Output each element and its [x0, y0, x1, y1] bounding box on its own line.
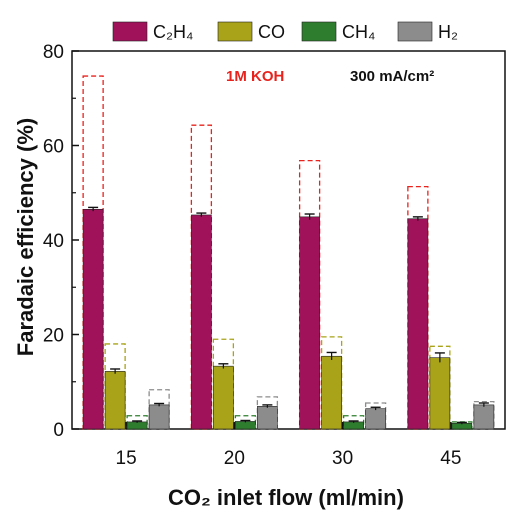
bar-1-20	[213, 365, 234, 430]
y-axis: 0 20 40 60 80	[43, 42, 79, 441]
x-axis: 15 20 30 45	[116, 422, 461, 469]
x-tick-label-15: 15	[116, 448, 137, 469]
legend-label-0: C₂H₄	[153, 22, 193, 42]
plot-area	[71, 50, 506, 430]
bar-0-20	[191, 214, 212, 430]
legend-swatch-0	[112, 21, 148, 42]
y-tick-label-40: 40	[43, 231, 64, 252]
bar-2-30	[343, 421, 364, 430]
y-tick-label-80: 80	[43, 42, 64, 63]
x-tick-label-20: 20	[224, 448, 245, 469]
bar-0-30	[299, 216, 320, 430]
bar-3-30	[365, 408, 386, 430]
bar-3-15	[148, 404, 170, 430]
legend-label-3: H₂	[438, 22, 458, 42]
bar-1-15	[104, 371, 126, 430]
x-tick-label-30: 30	[332, 448, 353, 469]
bar-3-20	[257, 406, 278, 430]
annotation-current-density: 300 mA/cm²	[350, 68, 434, 85]
y-tick-label-20: 20	[43, 326, 64, 347]
bar-3-45	[473, 404, 495, 430]
x-axis-title: CO₂ inlet flow (ml/min)	[168, 485, 404, 510]
bar-1-45	[429, 357, 451, 430]
bar-0-15	[82, 208, 104, 430]
legend: C₂H₄ CO CH₄ H₂	[112, 21, 458, 42]
bar-2-15	[126, 421, 148, 430]
annotation-electrolyte: 1M KOH	[226, 68, 284, 85]
bar-2-20	[235, 421, 256, 430]
legend-label-2: CH₄	[342, 22, 375, 42]
legend-label-1: CO	[258, 22, 285, 42]
y-tick-label-60: 60	[43, 137, 64, 158]
bar-1-30	[321, 355, 342, 430]
legend-swatch-2	[301, 21, 337, 42]
x-tick-label-45: 45	[440, 448, 461, 469]
legend-swatch-3	[397, 21, 433, 42]
legend-swatch-1	[217, 21, 253, 42]
y-tick-label-0: 0	[53, 420, 64, 441]
bar-0-45	[407, 218, 429, 430]
y-axis-title: Faradaic efficiency (%)	[13, 118, 38, 356]
